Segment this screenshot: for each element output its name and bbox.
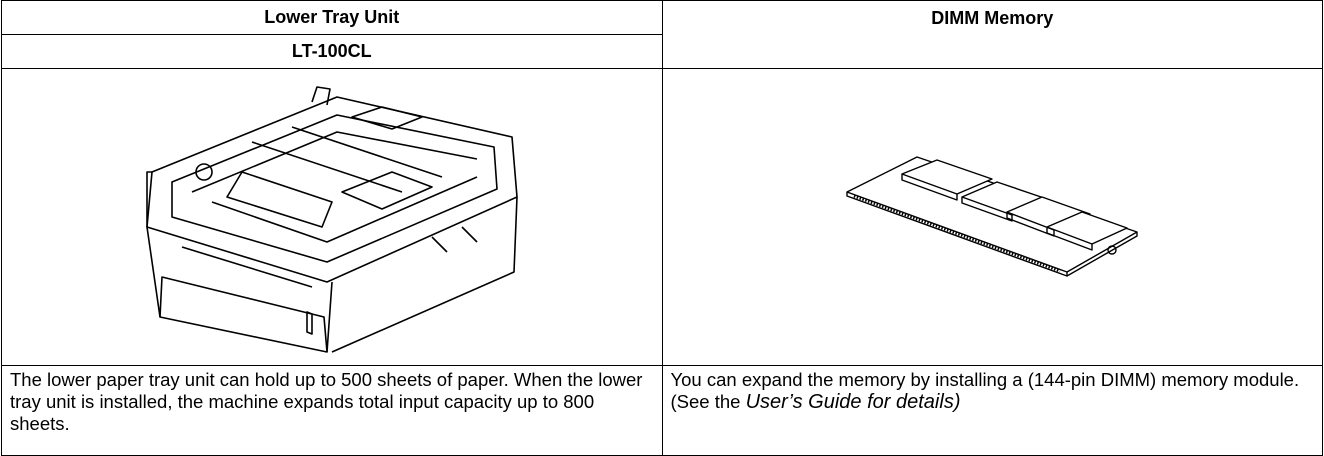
image-cell xyxy=(1,68,663,366)
description-italic: User’s Guide for details) xyxy=(745,391,961,413)
description-text: You can expand the memory by installing … xyxy=(670,369,1300,412)
column-title: Lower Tray Unit xyxy=(1,0,663,35)
image-cell xyxy=(661,68,1323,366)
model-name: LT-100CL xyxy=(1,34,663,69)
dimm-illustration xyxy=(846,156,1138,277)
description: You can expand the memory by installing … xyxy=(661,365,1323,456)
description: The lower paper tray unit can hold up to… xyxy=(1,365,663,456)
tray-illustration xyxy=(145,86,518,353)
column-title: DIMM Memory xyxy=(661,0,1323,69)
